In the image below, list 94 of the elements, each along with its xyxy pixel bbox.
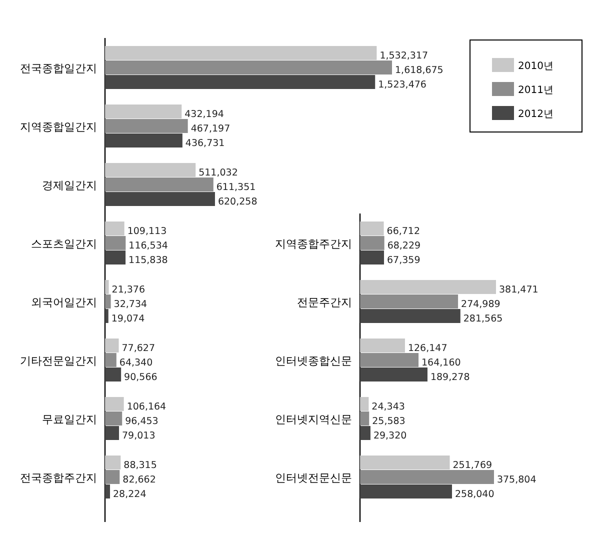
data-label: 274,989 [461,299,500,310]
data-label: 77,627 [122,343,156,354]
bar [105,60,392,74]
bar [360,484,452,498]
data-label: 21,376 [112,284,146,296]
data-label: 375,804 [496,474,536,486]
data-label: 115,838 [128,255,168,266]
bar [105,119,188,133]
y-tick-label: 외국어일간지 [31,296,97,309]
data-label: 620,258 [218,196,258,208]
y-tick-label: 지역종합주간지 [275,237,352,250]
bar [360,338,405,352]
bar [105,178,214,192]
y-tick-label: 전국종합일간지 [20,62,97,75]
data-label: 106,164 [126,402,166,412]
bar [105,484,110,498]
y-tick-label: 전국종합주간지 [20,471,97,484]
bar [105,222,124,236]
data-label: 611,351 [216,182,256,193]
bar [360,236,384,250]
data-label: 1,618,675 [395,65,444,76]
data-label: 79,013 [122,430,156,442]
bar [105,426,120,440]
data-label: 19,074 [111,314,145,324]
data-label: 82,662 [122,474,156,486]
data-label: 381,471 [499,284,538,296]
y-tick-label: 기타전문일간지 [20,354,97,368]
data-label: 511,032 [198,168,238,178]
bar [105,280,109,294]
y-tick-label: 경제일간지 [42,178,97,192]
bar [360,294,458,308]
data-label: 96,453 [125,416,158,427]
data-label: 88,315 [124,460,157,471]
legend-label: 2011년 [518,85,554,96]
data-label: 281,565 [463,314,503,324]
y-tick-label: 지역종합일간지 [20,120,97,134]
bar [360,368,428,382]
bar [105,412,122,426]
data-label: 258,040 [454,489,494,500]
bar [360,456,450,470]
bar [105,236,126,250]
bar [360,280,496,294]
data-label: 32,734 [114,299,148,310]
bar [105,456,121,470]
data-label: 164,160 [422,358,461,368]
bar [105,353,116,367]
data-label: 68,229 [387,240,421,252]
data-label: 24,343 [372,402,405,412]
data-label: 116,534 [128,240,168,252]
data-label: 467,197 [190,124,230,134]
bar [105,192,215,206]
data-label: 1,523,476 [378,80,426,90]
bar [360,309,460,323]
data-label: 67,359 [387,255,420,266]
y-tick-label: 인터넷종합신문 [275,354,352,368]
bar [360,250,384,264]
data-label: 90,566 [124,372,158,383]
bar [105,46,377,60]
legend-label: 2012년 [518,109,554,120]
data-label: 126,147 [408,343,448,354]
bar [105,250,126,264]
bar [105,309,108,323]
y-tick-label: 전문주간지 [297,296,352,309]
data-label: 29,320 [373,430,407,442]
data-label: 64,340 [119,358,153,368]
data-label: 109,113 [127,226,167,237]
bar [105,163,196,177]
bar [360,222,384,236]
bar [105,75,376,89]
data-label: 189,278 [430,372,470,383]
bar [105,104,182,118]
bar [105,338,119,352]
data-label: 25,583 [372,416,406,427]
data-label: 432,194 [184,109,224,120]
data-label: 251,769 [452,460,492,471]
y-tick-label: 인터넷전문신문 [275,471,352,484]
y-tick-label: 스포츠일간지 [31,237,97,250]
legend-label: 2010년 [518,61,554,72]
data-label: 66,712 [386,226,420,237]
bar [105,368,122,382]
bar [360,470,494,484]
y-tick-label: 인터넷지역신문 [275,412,352,426]
bar [105,470,120,484]
data-label: 436,731 [185,138,225,149]
bar [360,397,369,411]
y-tick-label: 무료일간지 [42,412,97,426]
bar [105,397,124,411]
bar [360,353,419,367]
data-label: 28,224 [113,489,146,500]
bar [360,412,370,426]
bar [105,294,111,308]
data-label: 1,532,317 [380,50,428,62]
bar [360,426,370,440]
bar [105,134,182,148]
